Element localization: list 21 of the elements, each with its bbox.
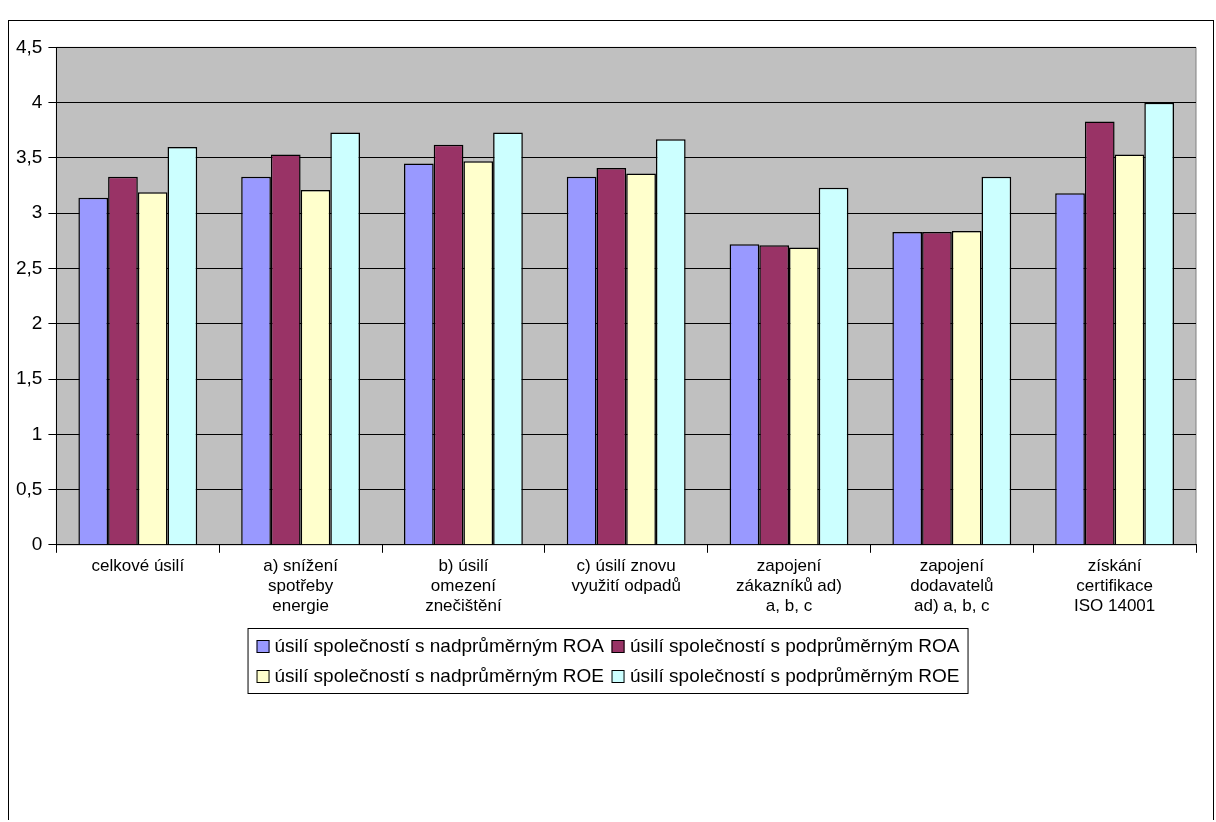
x-tick-label: získání certifikace ISO 14001 [1073,555,1156,616]
legend-label: úsilí společností s nadprůměrným ROA [274,635,604,657]
y-tick-label: 2 [31,311,43,333]
y-tick-label: 3 [31,201,43,223]
x-tick-label: zapojení zákazníků ad) a, b, c [736,555,842,616]
y-tick-label: 1,5 [15,367,43,389]
legend-label: úsilí společností s podprůměrným ROA [630,635,960,657]
x-tick-label: celkové úsilí [91,555,185,575]
x-tick-label: b) úsilí omezení znečištění [425,555,502,616]
y-tick-label: 0,5 [15,477,43,499]
x-tick-label: c) úsilí znovu využití odpadů [571,555,682,596]
y-tick-label: 0 [31,533,43,555]
x-tick-label: zapojení dodavatelů ad) a, b, c [910,555,994,616]
y-tick-label: 2,5 [15,256,43,278]
y-tick-label: 1 [31,422,43,444]
y-tick-label: 4,5 [15,35,43,57]
x-tick-label: a) snížení spotřeby energie [263,555,339,616]
legend-label: úsilí společností s nadprůměrným ROE [274,665,604,687]
legend-label: úsilí společností s podprůměrným ROE [630,665,960,687]
y-tick-label: 3,5 [15,146,43,168]
y-tick-label: 4 [31,90,43,112]
